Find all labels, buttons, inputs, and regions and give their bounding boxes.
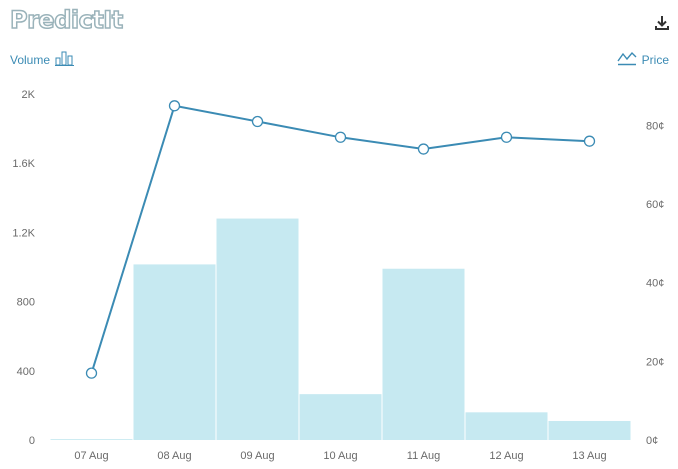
price-point[interactable]: [85, 367, 98, 379]
x-tick-label: 08 Aug: [157, 450, 191, 462]
price-legend-label: Price: [641, 52, 669, 67]
price-point[interactable]: [583, 135, 596, 147]
x-tick-label: 12 Aug: [489, 450, 523, 462]
price-point[interactable]: [334, 131, 347, 143]
volume-bar: [299, 394, 382, 440]
volume-bar: [216, 218, 299, 440]
volume-bar: [465, 412, 548, 440]
y-right-tick-label: 40¢: [646, 278, 664, 290]
price-point[interactable]: [500, 131, 513, 143]
volume-legend[interactable]: Volume: [10, 50, 75, 69]
download-icon[interactable]: [654, 14, 670, 32]
price-point[interactable]: [417, 143, 430, 155]
y-left-tick-label: 800: [17, 297, 35, 309]
x-tick-label: 07 Aug: [74, 450, 108, 462]
volume-legend-label: Volume: [10, 52, 51, 67]
volume-bar: [50, 439, 133, 440]
y-right-tick-label: 20¢: [646, 356, 664, 368]
y-left-tick-label: 400: [17, 366, 35, 378]
x-tick-label: 09 Aug: [240, 450, 274, 462]
y-right-tick-label: 0¢: [646, 435, 658, 447]
x-tick-label: 10 Aug: [323, 450, 357, 462]
volume-bar: [382, 268, 465, 440]
price-point[interactable]: [251, 115, 264, 128]
predictit-logo: PredictIt: [9, 5, 124, 35]
volume-bar: [133, 264, 216, 440]
x-tick-label: 11 Aug: [407, 450, 440, 462]
y-right-tick-label: 80¢: [646, 120, 664, 132]
x-tick-label: 13 Aug: [572, 450, 606, 462]
y-right-tick-label: 60¢: [646, 199, 664, 211]
volume-bar: [548, 420, 631, 440]
price-legend[interactable]: Price: [617, 50, 669, 69]
y-left-tick-label: 0: [29, 435, 35, 447]
y-left-tick-label: 2K: [22, 89, 36, 101]
price-point[interactable]: [168, 100, 181, 112]
price-trend-icon: [617, 50, 637, 69]
bar-chart-icon: [55, 50, 75, 69]
y-left-tick-label: 1.2K: [12, 227, 35, 239]
y-left-tick-label: 1.6K: [12, 158, 35, 170]
